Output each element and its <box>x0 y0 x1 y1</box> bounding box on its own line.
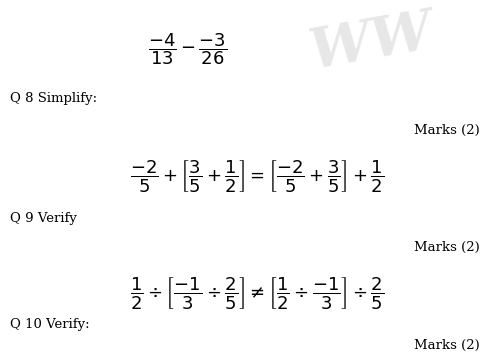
Text: Marks (2): Marks (2) <box>414 124 480 137</box>
Text: Q 10 Verify:: Q 10 Verify: <box>10 318 90 331</box>
Text: Marks (2): Marks (2) <box>414 241 480 253</box>
Text: $\dfrac{-4}{13} - \dfrac{-3}{26}$: $\dfrac{-4}{13} - \dfrac{-3}{26}$ <box>148 32 228 67</box>
Text: $\dfrac{-2}{5} + \left[\dfrac{3}{5} + \dfrac{1}{2}\right] = \left[\dfrac{-2}{5} : $\dfrac{-2}{5} + \left[\dfrac{3}{5} + \d… <box>130 158 385 195</box>
Text: Q 8 Simplify:: Q 8 Simplify: <box>10 92 97 105</box>
Text: WW: WW <box>305 5 438 80</box>
Text: $\dfrac{1}{2} \div \left[\dfrac{-1}{3} \div \dfrac{2}{5}\right] \neq \left[\dfra: $\dfrac{1}{2} \div \left[\dfrac{-1}{3} \… <box>130 275 385 311</box>
Text: Q 9 Verify: Q 9 Verify <box>10 213 77 225</box>
Text: Marks (2): Marks (2) <box>414 340 480 352</box>
